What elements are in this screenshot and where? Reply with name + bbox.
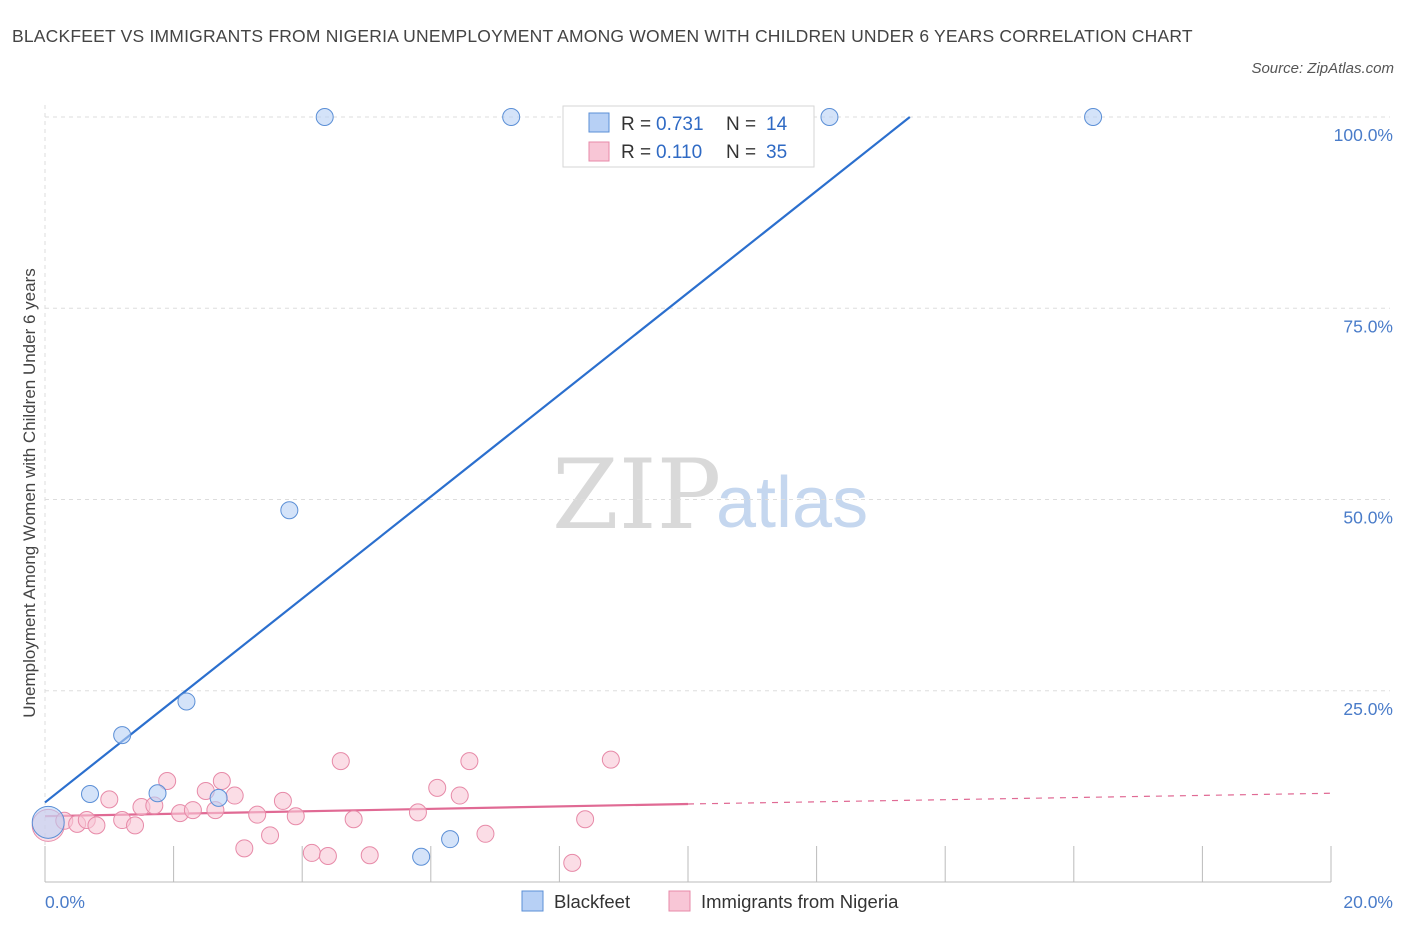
point-nigeria <box>261 826 280 845</box>
point-nigeria <box>126 816 145 835</box>
point-blackfeet <box>31 805 65 839</box>
point-nigeria <box>576 810 595 829</box>
chart-title: BLACKFEET VS IMMIGRANTS FROM NIGERIA UNE… <box>12 26 1193 46</box>
series-legend: Blackfeet Immigrants from Nigeria <box>521 890 899 912</box>
point-nigeria <box>248 805 267 824</box>
data-points <box>31 108 1103 872</box>
trend-line-nigeria-extension <box>687 792 1332 805</box>
axes <box>44 846 1332 883</box>
y-axis-label: Unemployment Among Women with Children U… <box>20 268 39 717</box>
point-nigeria <box>87 816 106 835</box>
legend-n-value-blackfeet: 14 <box>766 114 788 135</box>
y-tick-label: 100.0% <box>1334 125 1393 145</box>
point-nigeria <box>428 778 447 797</box>
chart-source: Source: ZipAtlas.com <box>1251 60 1394 77</box>
point-nigeria <box>235 839 254 858</box>
legend-r-value-blackfeet: 0.731 <box>656 114 704 135</box>
point-nigeria <box>476 824 495 843</box>
point-nigeria <box>408 803 427 822</box>
point-nigeria <box>563 853 582 872</box>
series-legend-label-blackfeet: Blackfeet <box>554 891 630 912</box>
legend-r-label-nigeria: R = <box>621 142 651 163</box>
x-tick-label: 20.0% <box>1343 892 1393 912</box>
point-blackfeet <box>315 108 334 126</box>
point-nigeria <box>183 801 202 820</box>
watermark-atlas: atlas <box>716 463 868 543</box>
point-nigeria <box>460 752 479 771</box>
point-blackfeet <box>177 692 196 711</box>
y-tick-label: 25.0% <box>1343 699 1393 719</box>
legend-r-value-nigeria: 0.110 <box>656 142 702 163</box>
point-nigeria <box>344 810 363 829</box>
point-nigeria <box>158 772 177 791</box>
trend-line-blackfeet <box>44 116 911 804</box>
tick-labels: 25.0% 50.0% 75.0% 100.0% 0.0% 20.0% <box>45 125 1393 912</box>
point-nigeria <box>601 750 620 769</box>
legend-swatch-nigeria <box>588 141 610 162</box>
point-nigeria <box>225 786 244 805</box>
point-nigeria <box>100 790 119 809</box>
legend-r-label-blackfeet: R = <box>621 114 651 135</box>
series-legend-label-nigeria: Immigrants from Nigeria <box>701 891 899 912</box>
legend-n-label-nigeria: N = <box>726 142 756 163</box>
point-blackfeet <box>412 847 431 866</box>
point-nigeria <box>212 772 231 791</box>
legend-swatch-blackfeet <box>588 112 610 133</box>
point-nigeria <box>302 843 321 862</box>
y-tick-label: 50.0% <box>1343 508 1393 528</box>
watermark-zip: ZIP <box>552 439 721 551</box>
point-blackfeet <box>820 108 839 126</box>
point-blackfeet <box>1084 108 1103 126</box>
point-nigeria <box>331 752 350 771</box>
point-blackfeet <box>113 726 132 745</box>
point-blackfeet <box>502 108 521 126</box>
point-blackfeet <box>81 785 100 804</box>
y-tick-label: 75.0% <box>1343 316 1393 336</box>
x-tick-label: 0.0% <box>45 892 85 912</box>
point-nigeria <box>360 846 379 865</box>
stats-legend: R = 0.731 N = 14 R = 0.110 N = 35 <box>562 105 815 168</box>
point-nigeria <box>318 846 337 865</box>
point-blackfeet <box>441 830 460 849</box>
point-nigeria <box>450 786 469 805</box>
series-legend-swatch-blackfeet <box>521 890 544 912</box>
legend-n-value-nigeria: 35 <box>766 142 787 163</box>
point-nigeria <box>286 807 305 826</box>
point-nigeria <box>273 791 292 810</box>
legend-n-label-blackfeet: N = <box>726 114 756 135</box>
point-blackfeet <box>148 784 167 803</box>
point-blackfeet <box>280 501 299 520</box>
series-legend-swatch-nigeria <box>668 890 691 912</box>
grid <box>44 105 1390 882</box>
point-blackfeet <box>209 788 228 807</box>
